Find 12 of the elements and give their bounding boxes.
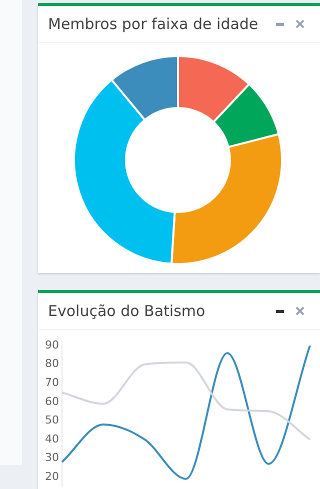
chart-title: Evolução do Batismo <box>48 302 206 320</box>
y-tick-label: 60 <box>44 394 59 408</box>
y-tick-label: 70 <box>44 376 59 390</box>
chart-title: Membros por faixa de idade <box>48 15 258 33</box>
y-tick-label: 30 <box>44 451 59 464</box>
line-series <box>60 346 311 480</box>
line-series <box>60 361 311 440</box>
y-tick-label: 20 <box>44 470 59 483</box>
y-tick-label: 40 <box>44 432 59 446</box>
y-tick-label: 50 <box>44 414 59 427</box>
y-tick-label: 90 <box>44 338 59 352</box>
y-tick-label: 80 <box>44 357 59 370</box>
